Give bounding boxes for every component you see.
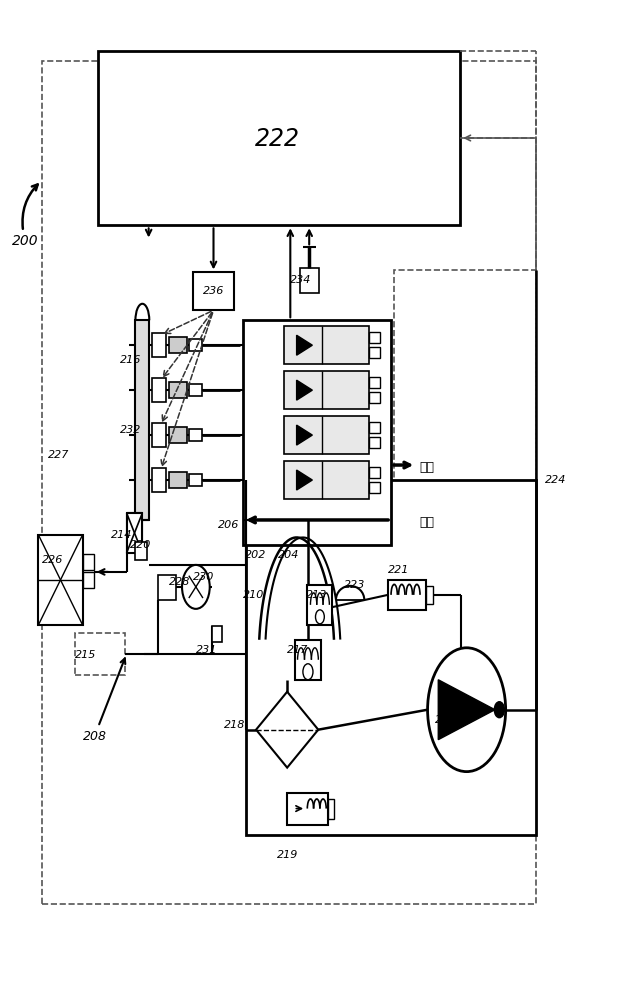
Text: 226: 226 <box>42 555 63 565</box>
Polygon shape <box>297 335 312 355</box>
Bar <box>83 554 94 570</box>
Bar <box>394 270 536 615</box>
Text: 214: 214 <box>111 530 133 540</box>
Bar <box>284 461 369 499</box>
Text: 210: 210 <box>243 590 264 600</box>
Polygon shape <box>297 380 312 400</box>
Bar <box>284 416 369 454</box>
Text: 220: 220 <box>130 540 151 550</box>
Bar <box>369 422 380 433</box>
Bar <box>153 378 167 402</box>
Bar <box>295 640 321 680</box>
Text: 213: 213 <box>306 590 327 600</box>
Text: 208: 208 <box>83 659 126 743</box>
Bar <box>170 427 187 443</box>
Bar <box>170 472 187 488</box>
Text: 230: 230 <box>192 572 214 582</box>
Text: 231: 231 <box>196 645 217 655</box>
Text: 224: 224 <box>545 475 567 485</box>
Bar <box>83 572 94 588</box>
Bar <box>98 51 460 225</box>
Bar <box>426 586 433 604</box>
Text: 212: 212 <box>435 715 456 725</box>
Bar <box>153 333 167 357</box>
Circle shape <box>494 702 504 718</box>
Bar <box>153 423 167 447</box>
Circle shape <box>428 648 505 772</box>
Bar <box>135 542 148 560</box>
Bar <box>369 437 380 448</box>
Bar <box>369 482 380 493</box>
Bar <box>192 272 233 310</box>
Bar <box>307 585 333 625</box>
Text: 218: 218 <box>224 720 245 730</box>
Text: 222: 222 <box>255 127 300 151</box>
Bar <box>38 535 83 625</box>
Bar <box>369 332 380 343</box>
Text: 204: 204 <box>278 550 299 560</box>
Bar <box>170 337 187 353</box>
Bar <box>369 347 380 358</box>
Bar <box>158 575 175 600</box>
Text: 217: 217 <box>287 645 309 655</box>
Bar <box>284 326 369 364</box>
Text: 232: 232 <box>121 425 142 435</box>
Text: 219: 219 <box>276 850 298 860</box>
Bar <box>300 268 319 293</box>
Text: 排气: 排气 <box>420 461 434 474</box>
Bar <box>284 371 369 409</box>
Polygon shape <box>297 470 312 490</box>
Bar <box>42 61 536 904</box>
Bar <box>153 468 167 492</box>
Text: 236: 236 <box>203 286 224 296</box>
Bar <box>369 467 380 478</box>
Bar <box>170 382 187 398</box>
Text: 216: 216 <box>121 355 142 365</box>
Bar <box>189 339 201 351</box>
Polygon shape <box>439 680 495 740</box>
Bar <box>189 429 201 441</box>
Text: 206: 206 <box>218 520 239 530</box>
Bar <box>388 580 426 610</box>
Bar <box>189 384 201 396</box>
Circle shape <box>182 565 209 609</box>
Bar <box>369 392 380 403</box>
Bar <box>211 626 221 642</box>
Text: 200: 200 <box>12 184 38 248</box>
Polygon shape <box>297 425 312 445</box>
Text: 215: 215 <box>75 650 97 660</box>
Text: 202: 202 <box>245 550 266 560</box>
Bar <box>189 474 201 486</box>
Text: 234: 234 <box>290 275 312 285</box>
Bar <box>136 320 150 520</box>
Bar <box>127 513 143 553</box>
Text: 221: 221 <box>388 565 410 575</box>
Text: 228: 228 <box>169 577 190 587</box>
Bar <box>246 480 536 835</box>
Bar <box>243 320 391 545</box>
Bar <box>369 377 380 388</box>
Bar <box>287 793 328 825</box>
Text: 进气: 进气 <box>420 516 434 529</box>
Bar <box>328 799 334 819</box>
Text: 227: 227 <box>48 450 69 460</box>
Bar <box>75 633 126 675</box>
Text: 223: 223 <box>344 580 365 590</box>
